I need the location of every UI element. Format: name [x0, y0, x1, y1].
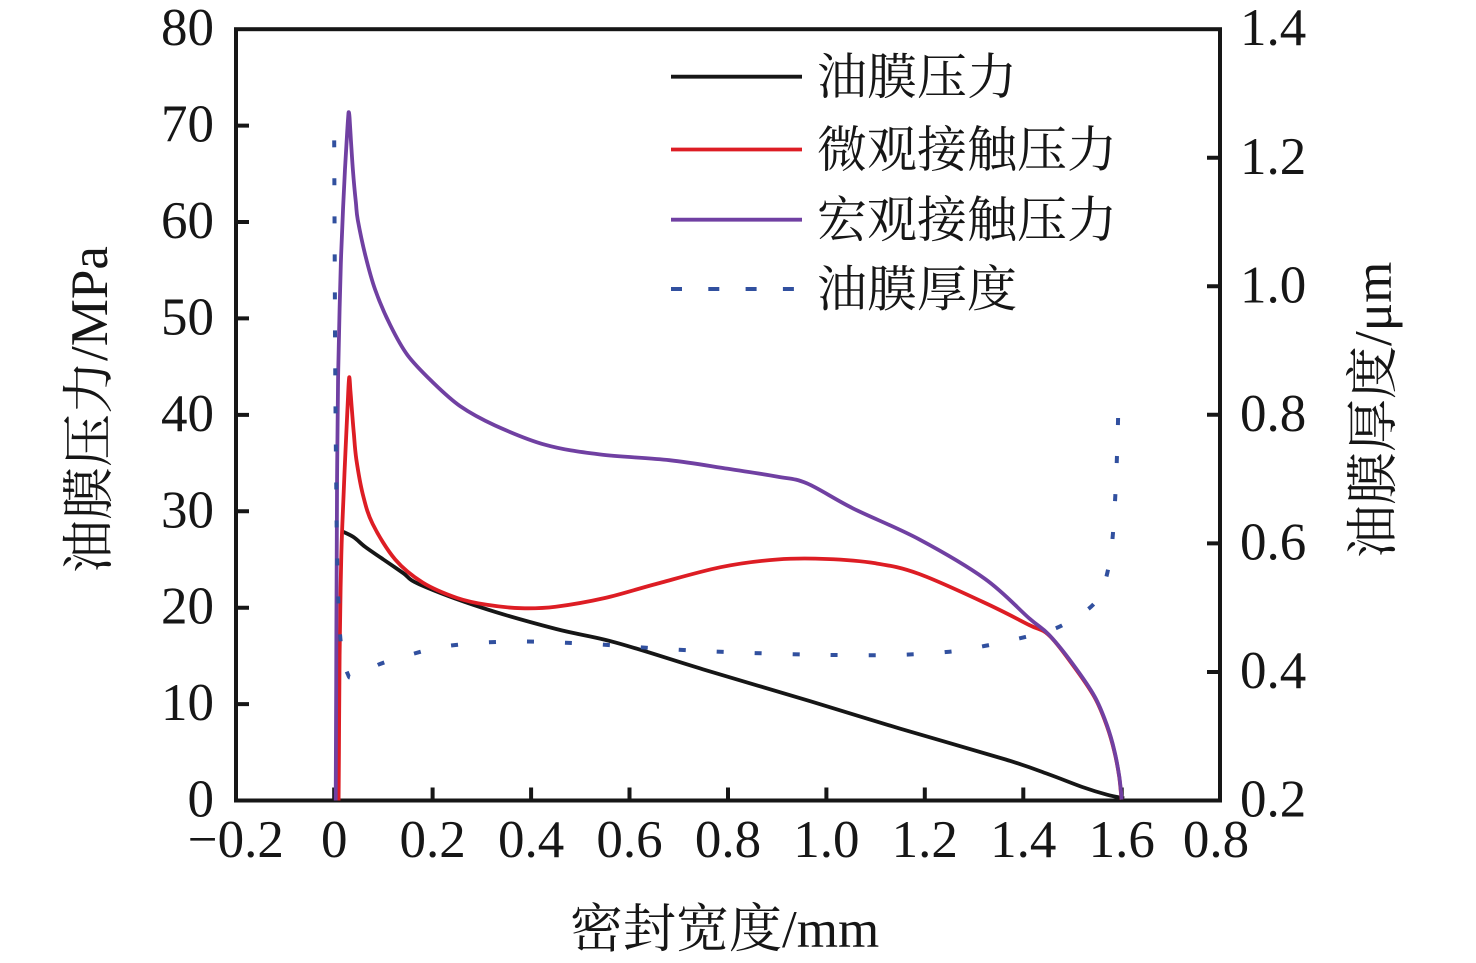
svg-text:−0.2: −0.2	[188, 811, 284, 869]
svg-text:0.6: 0.6	[1240, 513, 1306, 571]
svg-text:1.0: 1.0	[1240, 256, 1306, 314]
svg-text:80: 80	[161, 0, 214, 57]
svg-text:50: 50	[161, 288, 214, 346]
svg-text:0.8: 0.8	[1183, 811, 1249, 869]
svg-text:0.2: 0.2	[1240, 771, 1306, 829]
svg-text:1.4: 1.4	[990, 811, 1056, 869]
svg-text:30: 30	[161, 481, 214, 539]
svg-text:0.4: 0.4	[498, 811, 564, 869]
svg-text:20: 20	[161, 578, 214, 636]
svg-text:0.8: 0.8	[695, 811, 761, 869]
svg-text:1.6: 1.6	[1089, 811, 1155, 869]
svg-text:10: 10	[161, 674, 214, 732]
svg-text:1.4: 1.4	[1240, 0, 1306, 57]
svg-text:1.0: 1.0	[793, 811, 859, 869]
svg-text:0.4: 0.4	[1240, 642, 1306, 700]
svg-text:/μm: /μm	[1345, 262, 1403, 346]
svg-text:0: 0	[321, 811, 348, 869]
svg-text:70: 70	[161, 96, 214, 154]
svg-text:1.2: 1.2	[892, 811, 958, 869]
svg-text:0.8: 0.8	[1240, 385, 1306, 443]
svg-text:60: 60	[161, 192, 214, 250]
svg-text:40: 40	[161, 385, 214, 443]
svg-text:0.6: 0.6	[596, 811, 662, 869]
svg-text:1.2: 1.2	[1240, 128, 1306, 186]
svg-text:/MPa: /MPa	[61, 246, 119, 361]
svg-text:0: 0	[188, 771, 215, 829]
svg-text:/mm: /mm	[782, 901, 879, 959]
svg-text:0.2: 0.2	[399, 811, 465, 869]
